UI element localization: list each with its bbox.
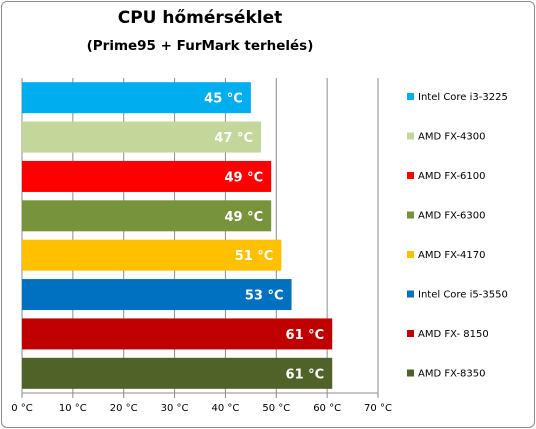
chart-title: CPU hőmérséklet [117, 8, 283, 28]
x-tick-label: 60 °C [313, 403, 341, 414]
legend-label: Intel Core i3-3225 [418, 92, 508, 103]
legend-label: AMD FX-4300 [418, 132, 486, 143]
x-tick-label: 40 °C [211, 403, 239, 414]
bar [22, 200, 272, 232]
bar [22, 82, 251, 114]
bar [22, 121, 262, 153]
legend-swatch [407, 172, 414, 179]
legend-label: AMD FX-8350 [418, 369, 486, 380]
bar [22, 160, 272, 192]
legend-label: AMD FX- 8150 [418, 329, 489, 340]
legend-label: AMD FX-6300 [418, 211, 486, 222]
legend-swatch [407, 330, 414, 337]
x-tick-label: 0 °C [11, 403, 33, 414]
data-label: 47 °C [214, 131, 253, 146]
legend-swatch [407, 211, 414, 219]
legend-label: AMD FX-6100 [418, 171, 486, 182]
legend-swatch [407, 369, 414, 377]
chart-subtitle: (Prime95 + FurMark terhelés) [86, 38, 314, 54]
bar [22, 318, 333, 350]
data-label: 53 °C [245, 289, 284, 304]
bar [22, 357, 333, 389]
x-tick-label: 20 °C [110, 403, 138, 414]
data-label: 49 °C [225, 170, 264, 185]
bar [22, 279, 292, 311]
x-tick-label: 10 °C [59, 403, 87, 414]
legend-swatch [407, 251, 414, 258]
legend-swatch [407, 290, 414, 298]
data-label: 49 °C [225, 210, 264, 225]
legend-label: Intel Core i5-3550 [418, 290, 508, 301]
legend-swatch [407, 132, 414, 140]
bar [22, 239, 282, 271]
legend-label: AMD FX-4170 [418, 250, 486, 261]
data-label: 45 °C [204, 92, 243, 107]
x-tick-label: 70 °C [364, 403, 392, 414]
data-label: 61 °C [286, 367, 325, 382]
data-label: 51 °C [235, 249, 274, 264]
legend-swatch [407, 93, 414, 100]
data-label: 61 °C [286, 328, 325, 343]
x-tick-label: 50 °C [262, 403, 290, 414]
x-tick-label: 30 °C [161, 403, 189, 414]
